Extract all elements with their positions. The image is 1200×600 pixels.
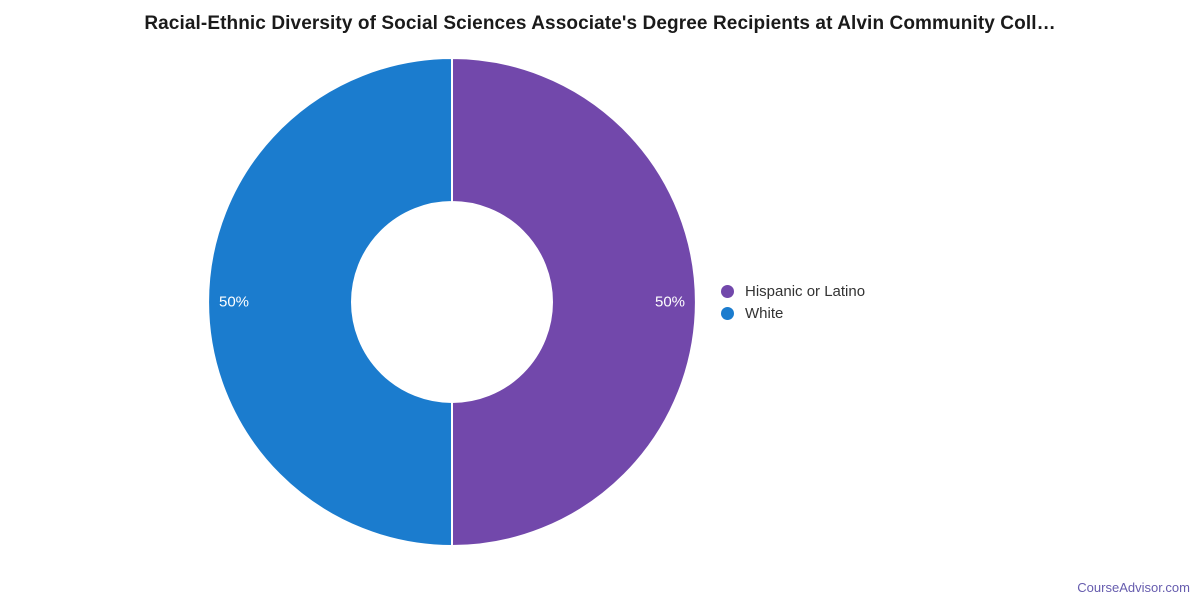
legend-marker-circle-icon	[721, 306, 734, 320]
legend-label: White	[745, 304, 784, 322]
data-label: 50%	[655, 294, 685, 311]
legend-item-hispanic-or-latino[interactable]: Hispanic or Latino	[721, 280, 865, 302]
chart-title: Racial-Ethnic Diversity of Social Scienc…	[144, 13, 1056, 34]
pie-slice-hispanic-or-latino[interactable]	[451, 57, 697, 547]
data-label: 50%	[219, 294, 249, 311]
legend-item-white[interactable]: White	[721, 302, 865, 324]
legend-marker-circle-icon	[721, 284, 734, 298]
legend: Hispanic or Latino White	[721, 280, 865, 324]
courseadvisor-link[interactable]: CourseAdvisor.com	[1077, 580, 1190, 595]
pie-slice-white[interactable]	[207, 57, 453, 547]
legend-label: Hispanic or Latino	[745, 282, 866, 300]
